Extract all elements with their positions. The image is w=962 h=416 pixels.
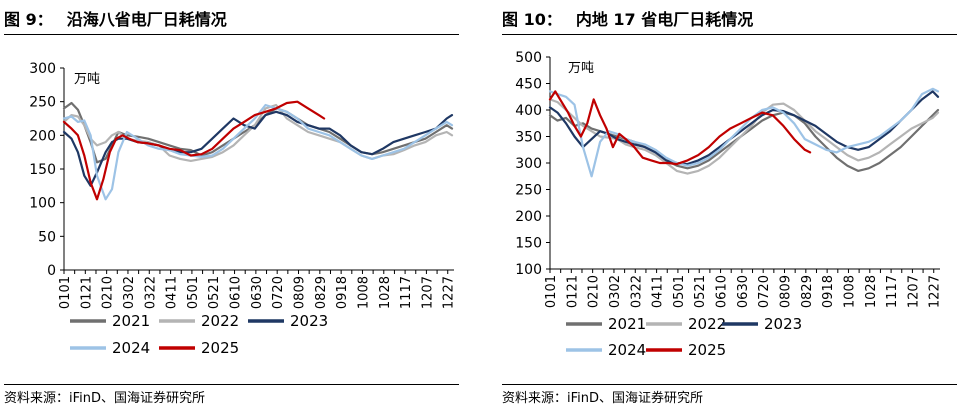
coastal-x-tick-label: 0829 <box>314 276 329 309</box>
coastal-x-tick-label: 0322 <box>143 276 158 309</box>
inland-y-tick-label: 250 <box>515 183 542 199</box>
coastal-x-tick-label: 0720 <box>271 276 286 309</box>
inland-unit-label: 万吨 <box>568 61 594 76</box>
figure-9-title-text: 沿海八省电厂日耗情况 <box>66 10 227 29</box>
figure-9-source: 资料来源：iFinD、国海证券研究所 <box>4 391 206 406</box>
coastal-y-tick-label: 50 <box>38 229 56 245</box>
coastal-legend-label-2025: 2025 <box>201 339 239 357</box>
inland-x-tick-label: 0918 <box>821 275 836 308</box>
coastal-series-2023 <box>62 110 454 187</box>
inland-legend-label-2024: 2024 <box>608 341 646 359</box>
inland-x-tick-label: 0630 <box>736 275 751 308</box>
figure-9-title: 图 9： 沿海八省电厂日耗情况 <box>4 6 227 30</box>
inland-y-tick-label: 400 <box>515 103 542 119</box>
inland-x-tick-label: 1227 <box>928 275 943 308</box>
figure-9-panel: 图 9： 沿海八省电厂日耗情况 0 50 100 150 200 250 300 万吨 0101 0… <box>4 0 466 416</box>
inland-x-tick-label: 0411 <box>651 275 666 308</box>
inland-x-tick-label: 0302 <box>608 275 623 308</box>
coastal-x-tick-label: 1207 <box>420 276 435 309</box>
figure-10-label: 图 10： <box>502 10 562 29</box>
coastal-y-tick-label: 250 <box>29 95 56 111</box>
coastal-x-tick-label: 0210 <box>101 276 116 309</box>
inland-y-tick-label: 450 <box>515 77 542 93</box>
inland-x-tick-label: 0809 <box>779 275 794 308</box>
coastal-legend-label-2024: 2024 <box>112 339 150 357</box>
coastal-x-tick-label: 0411 <box>165 276 180 309</box>
figure-9-top-rule <box>4 34 459 35</box>
inland-x-tick-label: 0322 <box>629 275 644 308</box>
coastal-x-tick-label: 1227 <box>442 276 457 309</box>
figure-9-label: 图 9： <box>4 10 53 29</box>
coastal-x-tick-label: 0521 <box>207 276 222 309</box>
inland-y-tick-label: 500 <box>515 50 542 66</box>
inland-y-tick-label: 200 <box>515 209 542 225</box>
coastal-series-2024 <box>62 103 454 201</box>
inland-series-2025 <box>548 90 812 166</box>
inland-x-tick-label: 0210 <box>587 275 602 308</box>
inland-x-tick-label: 0501 <box>672 275 687 308</box>
inland-y-tick-label: 300 <box>515 156 542 172</box>
coastal-legend-label-2021: 2021 <box>112 312 150 330</box>
figure-10-panel: 图 10： 内地 17 省电厂日耗情况 100 150 200 250 300 350 400… <box>502 0 962 416</box>
inland-x-tick-label: 0521 <box>693 275 708 308</box>
figure-10-top-rule <box>502 34 957 35</box>
coastal-series-2025 <box>62 100 326 201</box>
inland-y-tick-label: 350 <box>515 130 542 146</box>
coastal-x-tick-label: 0302 <box>122 276 137 309</box>
inland-legend-label-2025: 2025 <box>688 341 726 359</box>
inland-x-tick-label: 1117 <box>885 275 900 308</box>
coastal-x-tick-label: 0121 <box>79 276 94 309</box>
inland-y-tick-label: 150 <box>515 236 542 252</box>
coastal-y-tick-label: 150 <box>29 162 56 178</box>
coastal-y-tick-label: 0 <box>47 263 56 279</box>
coastal-x-tick-label: 1028 <box>378 276 393 309</box>
inland-x-tick-label: 0610 <box>715 275 730 308</box>
coastal-x-tick-label: 1008 <box>356 276 371 309</box>
figure-10-source: 资料来源：iFinD、国海证券研究所 <box>502 391 704 406</box>
inland-x-tick-label: 1028 <box>864 275 879 308</box>
figure-10-title: 图 10： 内地 17 省电厂日耗情况 <box>502 6 753 30</box>
figure-9-bottom-rule <box>4 384 459 385</box>
inland-legend-label-2022: 2022 <box>688 315 726 333</box>
inland-x-tick-label: 0720 <box>757 275 772 308</box>
coastal-y-tick-label: 300 <box>29 61 56 77</box>
coastal-unit-label: 万吨 <box>74 72 100 87</box>
inland-x-tick-label: 1207 <box>906 275 921 308</box>
coastal-legend-label-2023: 2023 <box>290 312 328 330</box>
coastal-legend-label-2022: 2022 <box>201 312 239 330</box>
inland-x-tick-label: 0121 <box>565 275 580 308</box>
inland-daily-consumption-chart: 100 150 200 250 300 350 400 450 500 万吨 0101 0121 021… <box>515 50 943 359</box>
coastal-x-tick-label: 0918 <box>335 276 350 309</box>
inland-x-tick-label: 1008 <box>842 275 857 308</box>
inland-x-tick-label: 0829 <box>800 275 815 308</box>
coastal-x-tick-label: 0101 <box>58 276 73 309</box>
inland-x-tick-label: 0101 <box>544 275 559 308</box>
figure-10-bottom-rule <box>502 384 957 385</box>
coastal-y-tick-label: 100 <box>29 196 56 212</box>
coastal-x-tick-label: 0809 <box>293 276 308 309</box>
coastal-x-tick-label: 0610 <box>229 276 244 309</box>
coastal-x-tick-label: 0630 <box>250 276 265 309</box>
coastal-x-tick-label: 0501 <box>186 276 201 309</box>
inland-legend-label-2023: 2023 <box>764 315 802 333</box>
inland-series-2024 <box>548 87 940 178</box>
coastal-daily-consumption-chart: 0 50 100 150 200 250 300 万吨 0101 0121 0210 0302 0322… <box>29 61 457 357</box>
inland-legend-label-2021: 2021 <box>608 315 646 333</box>
inland-y-tick-label: 100 <box>515 262 542 278</box>
coastal-x-tick-label: 1117 <box>399 276 414 309</box>
figure-10-title-text: 内地 17 省电厂日耗情况 <box>575 10 754 29</box>
inland-series-2021 <box>548 108 940 172</box>
coastal-y-tick-label: 200 <box>29 128 56 144</box>
